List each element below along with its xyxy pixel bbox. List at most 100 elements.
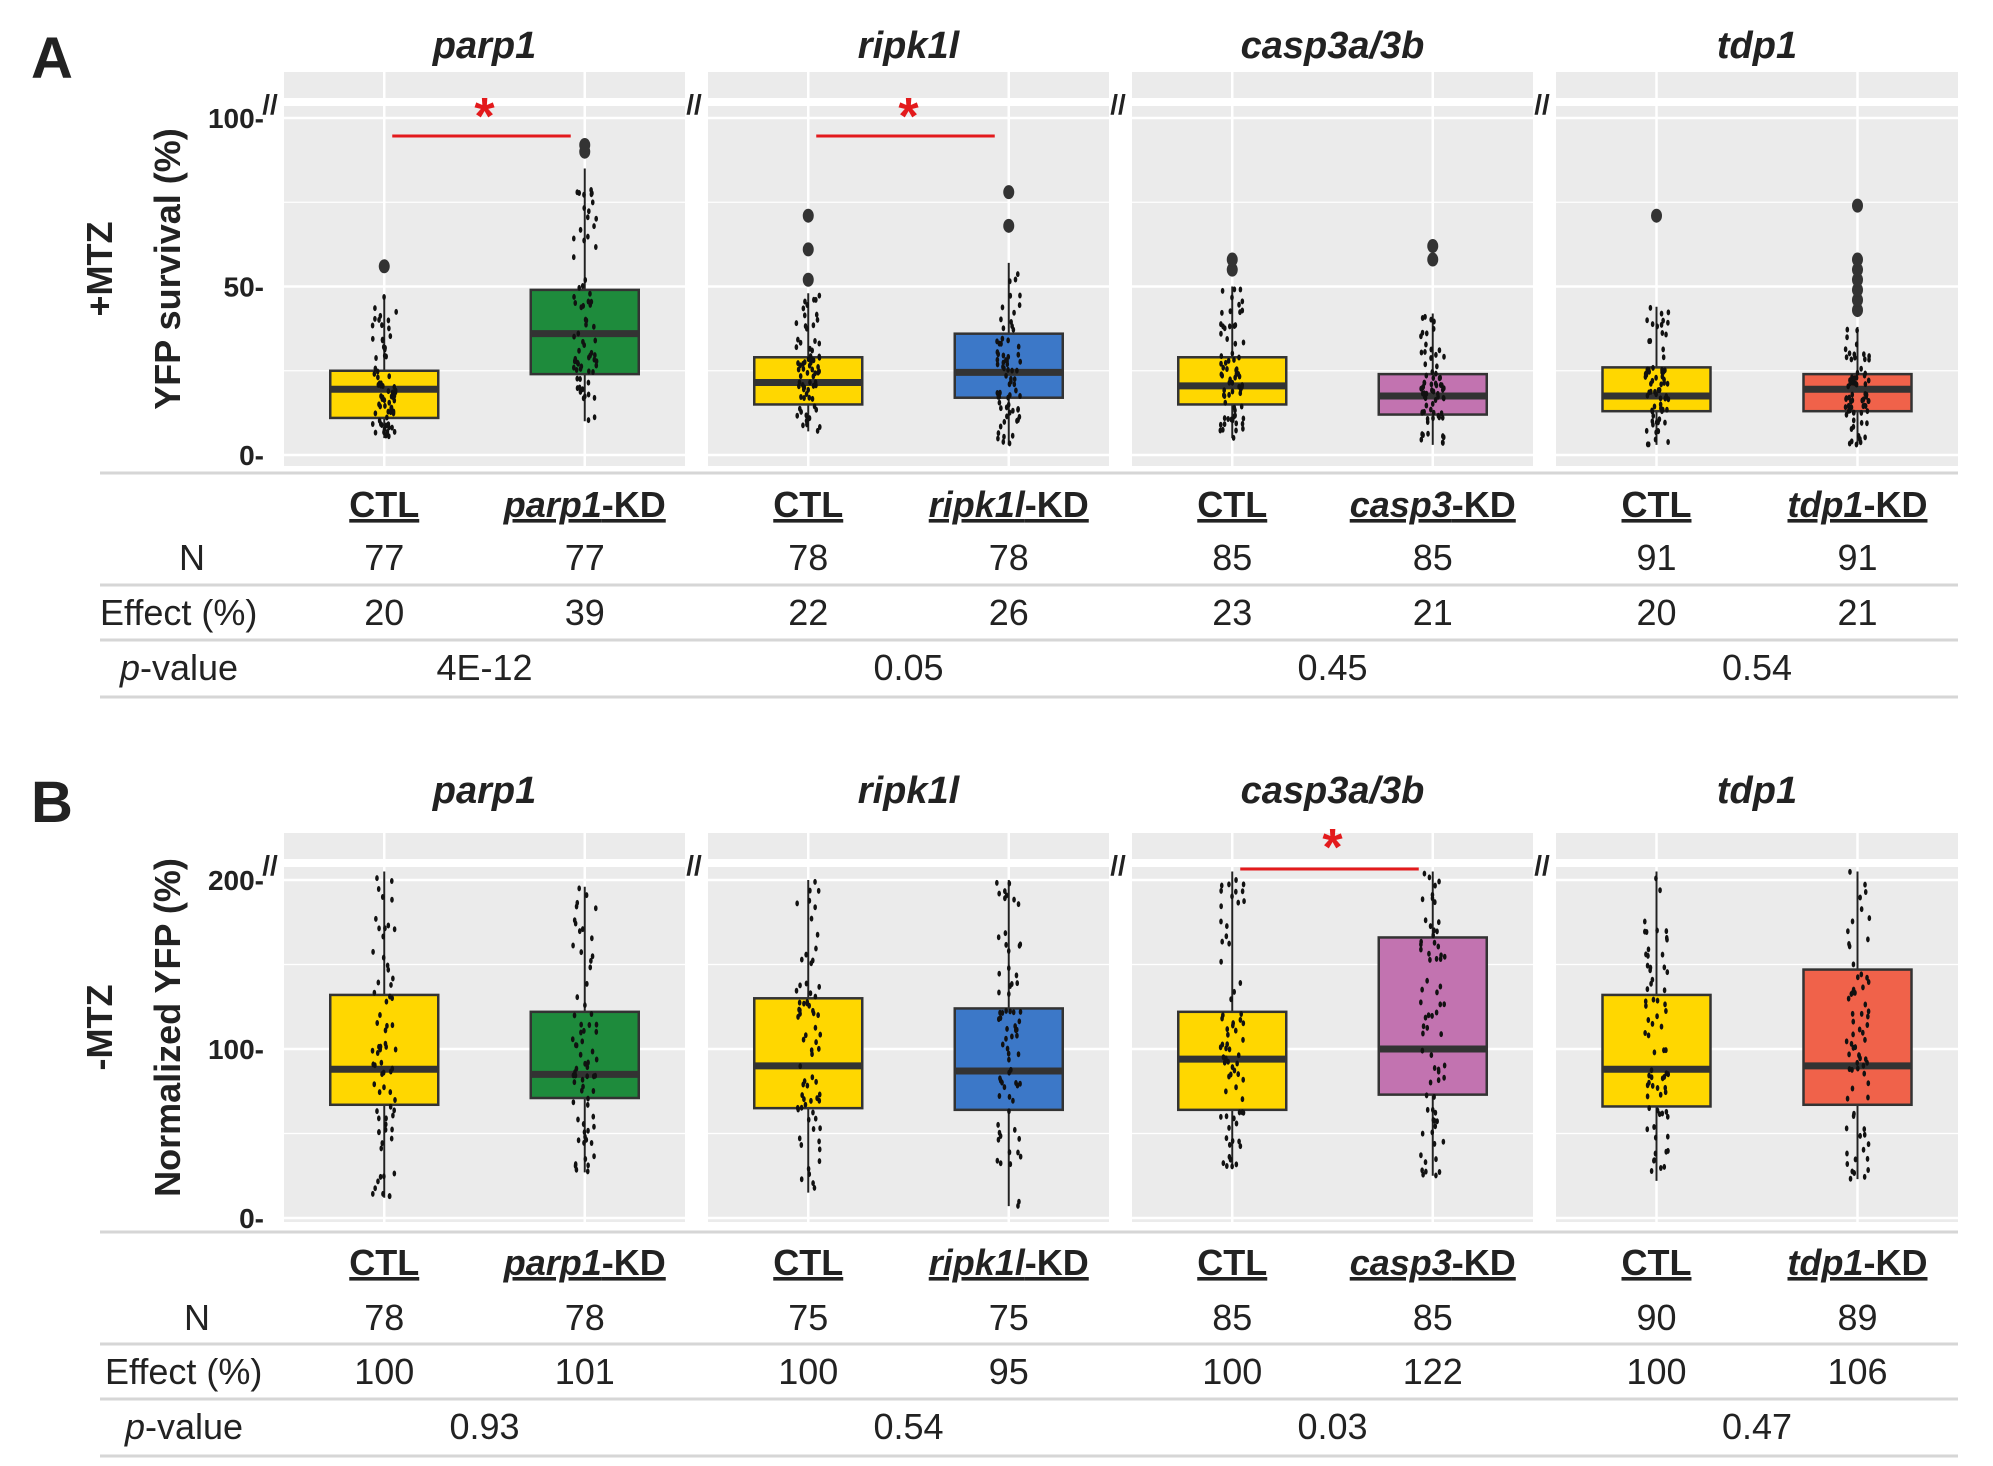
data-point xyxy=(1230,379,1235,386)
data-point xyxy=(818,1031,823,1038)
data-point xyxy=(1006,337,1010,344)
outlier-point xyxy=(378,259,390,274)
data-point xyxy=(1651,364,1655,371)
panel-B: B -MTZ Normalized YFP (%) 0- 100- 200- parp1 //… xyxy=(31,770,1958,1458)
data-point xyxy=(1238,286,1243,293)
data-point xyxy=(1867,356,1871,363)
data-point xyxy=(1862,1126,1867,1133)
data-point xyxy=(590,935,594,942)
data-point xyxy=(386,388,391,395)
group-label: CTL xyxy=(1622,484,1692,525)
data-point xyxy=(377,316,381,323)
data-point xyxy=(577,347,581,354)
data-point xyxy=(799,1176,804,1183)
data-point xyxy=(817,1045,821,1052)
group-label-gene: parp1 xyxy=(503,484,602,525)
group-label-suffix: -KD xyxy=(602,1242,666,1283)
data-point xyxy=(1852,409,1856,416)
data-point xyxy=(1860,1029,1865,1036)
data-point xyxy=(995,1157,1000,1164)
data-point xyxy=(390,1022,395,1029)
group-label-suffix: CTL xyxy=(349,1242,419,1283)
group-label-gene: tdp1 xyxy=(1788,484,1864,525)
data-point xyxy=(1442,1062,1447,1069)
data-point xyxy=(379,1145,384,1152)
row-label-pvalue: p-value xyxy=(119,647,238,688)
data-point xyxy=(813,370,817,377)
data-point xyxy=(1665,1133,1670,1140)
effect-value: 23 xyxy=(1212,592,1252,633)
data-point xyxy=(1015,980,1020,987)
data-point xyxy=(1016,1051,1021,1058)
data-point xyxy=(813,1024,818,1031)
data-point xyxy=(1647,368,1652,375)
data-point xyxy=(1219,918,1223,925)
data-point xyxy=(572,1012,577,1019)
data-point xyxy=(1004,892,1009,899)
group-label: CTL xyxy=(1197,1242,1267,1283)
data-point xyxy=(808,887,812,894)
data-point xyxy=(1427,874,1432,881)
data-point xyxy=(583,1002,587,1009)
box xyxy=(529,1010,640,1100)
data-point xyxy=(385,414,389,421)
data-point xyxy=(1001,352,1006,359)
effect-value: 21 xyxy=(1413,592,1453,633)
data-point xyxy=(996,1136,1001,1143)
data-point xyxy=(999,316,1003,323)
data-point xyxy=(383,402,387,409)
data-point xyxy=(1007,990,1011,997)
data-point xyxy=(1856,974,1860,981)
data-point xyxy=(796,1106,800,1113)
data-point xyxy=(816,369,820,376)
data-point xyxy=(811,1007,815,1014)
data-point xyxy=(1221,1054,1226,1061)
data-point xyxy=(392,392,397,399)
data-point xyxy=(1423,348,1427,355)
data-point xyxy=(1645,1093,1650,1100)
data-point xyxy=(587,368,591,375)
data-point xyxy=(1232,1115,1236,1122)
panel-letter: A xyxy=(31,26,73,91)
data-point xyxy=(1650,408,1655,415)
data-point xyxy=(575,994,580,1001)
data-point xyxy=(998,1075,1002,1082)
data-point xyxy=(1421,1030,1425,1037)
data-point xyxy=(1420,986,1424,993)
data-point xyxy=(1430,891,1435,898)
data-point xyxy=(1010,367,1014,374)
data-point xyxy=(1010,1033,1014,1040)
group-label-suffix: CTL xyxy=(773,484,843,525)
data-point xyxy=(370,1047,375,1054)
data-point xyxy=(1665,380,1670,387)
box-1 xyxy=(1377,870,1488,1179)
data-point xyxy=(1866,1008,1871,1015)
data-point xyxy=(572,364,576,371)
data-point xyxy=(1005,1045,1010,1052)
data-point xyxy=(1430,400,1435,407)
data-point xyxy=(1431,1117,1436,1124)
data-point xyxy=(811,1180,815,1187)
data-point xyxy=(1010,980,1014,987)
data-point xyxy=(374,915,378,922)
effect-value: 101 xyxy=(555,1351,615,1392)
data-point xyxy=(1240,1096,1245,1103)
data-point xyxy=(995,390,1000,397)
data-point xyxy=(1241,881,1246,888)
y-tick-label: 0- xyxy=(239,440,264,471)
data-point xyxy=(571,942,575,949)
data-point xyxy=(1424,341,1428,348)
data-point xyxy=(1843,404,1848,411)
data-point xyxy=(817,424,822,431)
group-label-suffix: CTL xyxy=(349,484,419,525)
data-point xyxy=(582,237,586,244)
data-point xyxy=(1655,1013,1659,1020)
data-point xyxy=(799,408,803,415)
data-point xyxy=(1423,917,1428,924)
data-point xyxy=(370,335,375,342)
effect-value: 20 xyxy=(1636,592,1676,633)
data-point xyxy=(1228,308,1233,315)
data-point xyxy=(1649,388,1653,395)
data-point xyxy=(1866,1080,1871,1087)
